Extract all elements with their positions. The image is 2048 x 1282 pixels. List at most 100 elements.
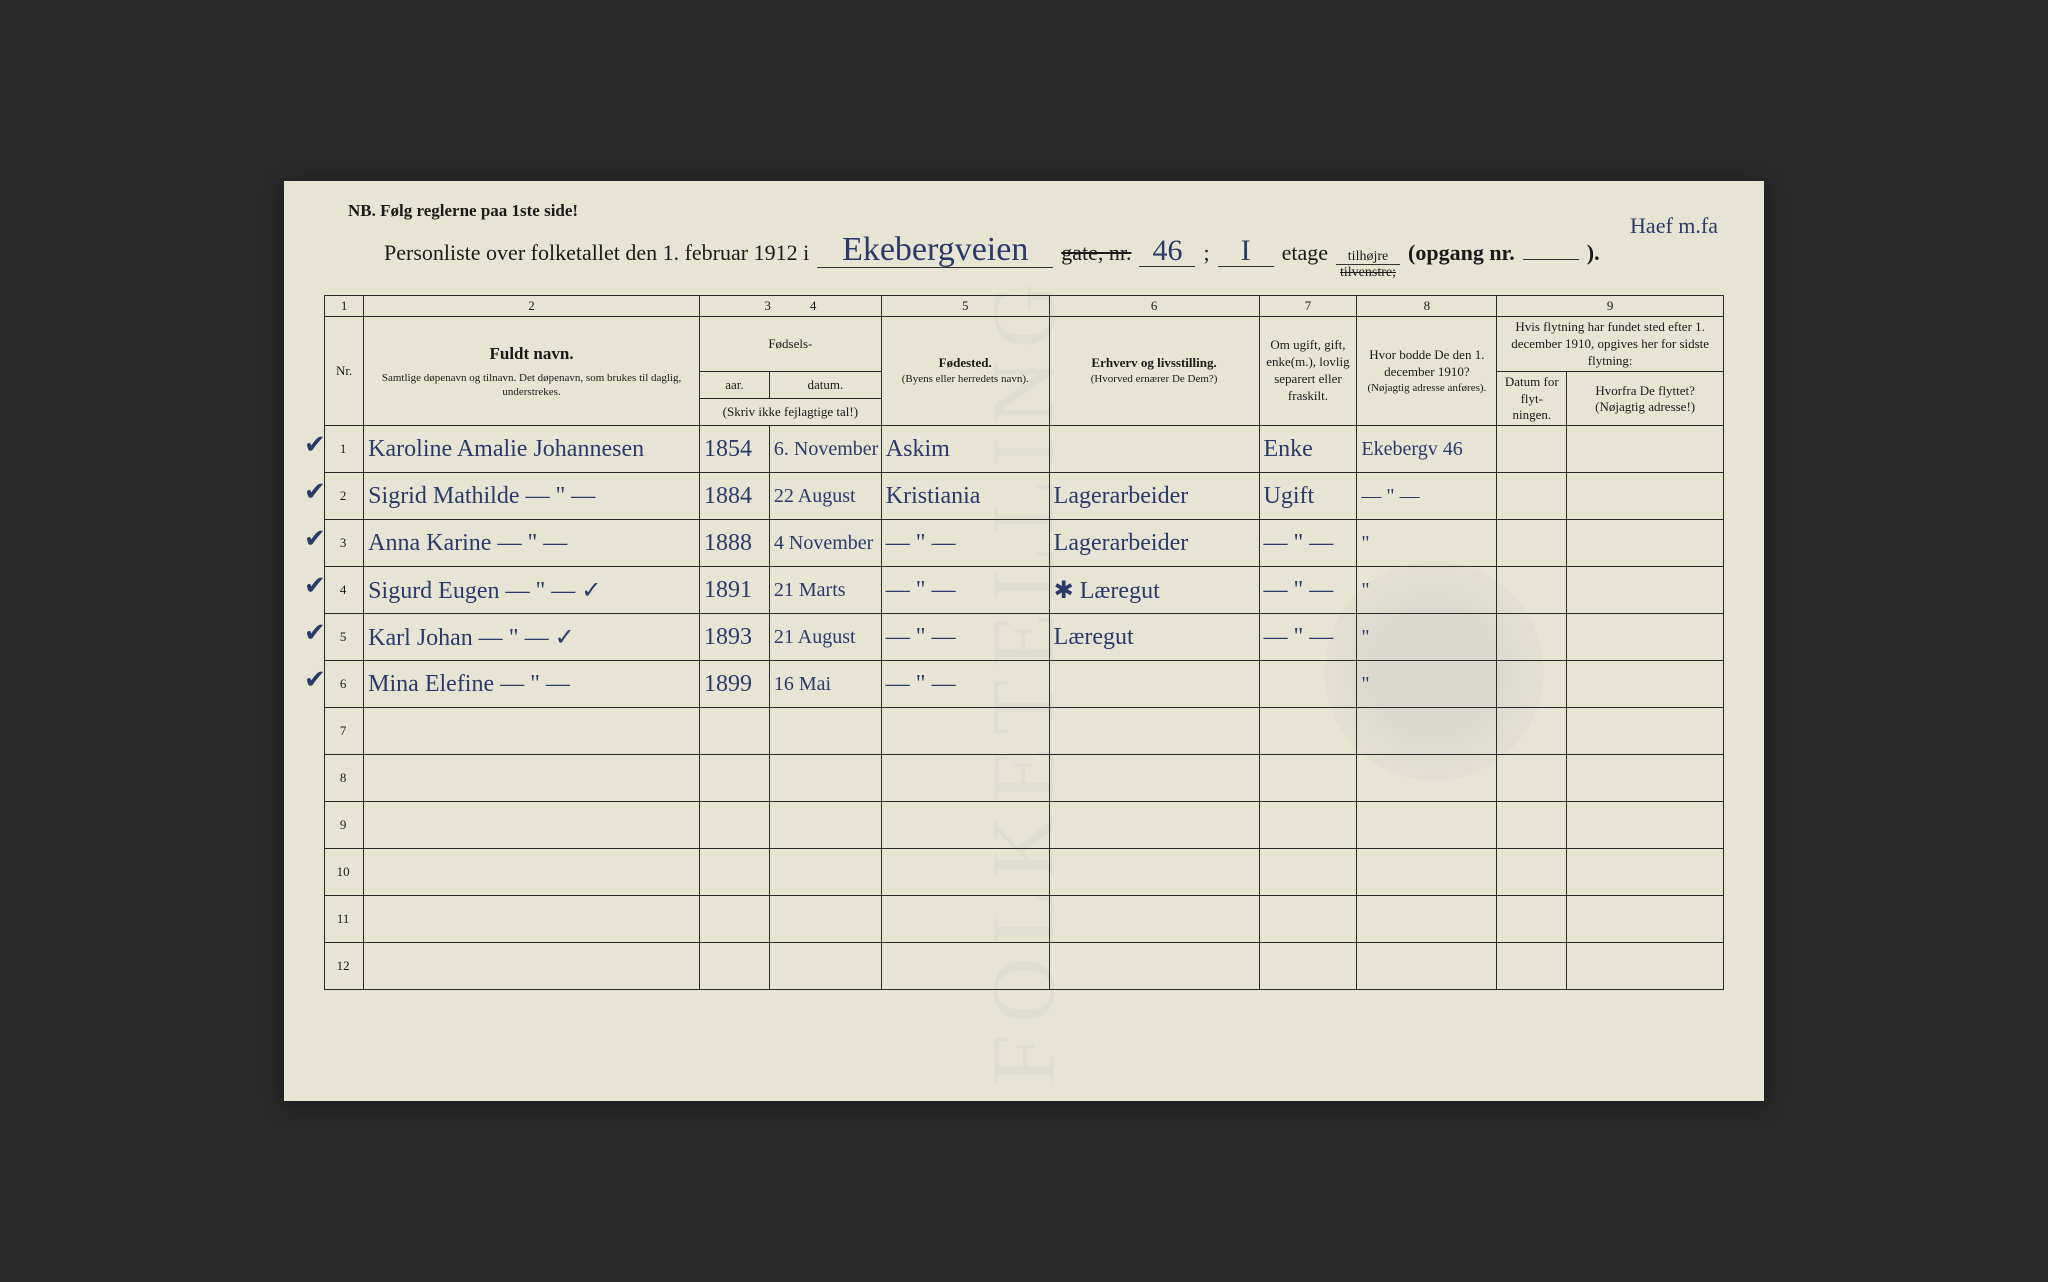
row-flyt-fra (1567, 661, 1724, 708)
row-status: — " — (1259, 614, 1357, 661)
row-flyt-dat (1497, 802, 1567, 849)
table-row: 6 Mina Elefine — " — 1899 16 Mai — " — " (325, 661, 1724, 708)
row-aar (699, 896, 769, 943)
col-skriv-ikke: (Skriv ikke fejlagtige tal!) (699, 399, 881, 426)
row-flyt-dat (1497, 896, 1567, 943)
row-status (1259, 896, 1357, 943)
form-title-line: Personliste over folketallet den 1. febr… (384, 233, 1724, 281)
row-aar: 1888 (699, 520, 769, 567)
row-nr: 10 (325, 849, 364, 896)
row-fodested (881, 755, 1049, 802)
row-aar: 1891 (699, 567, 769, 614)
row-aar: 1893 (699, 614, 769, 661)
col-flytning: Hvis flytning har fundet sted efter 1. d… (1497, 316, 1724, 372)
row-status (1259, 661, 1357, 708)
column-number-row: 1 2 3 4 5 6 7 8 9 (325, 295, 1724, 316)
row-status: Ugift (1259, 473, 1357, 520)
tilhojre: tilhøjre (1336, 249, 1400, 265)
etage-value: I (1218, 236, 1274, 267)
row-fodested: Askim (881, 426, 1049, 473)
row-name: Sigrid Mathilde — " — (364, 473, 700, 520)
row-bodde: " (1357, 520, 1497, 567)
row-bodde (1357, 802, 1497, 849)
table-row: 4 Sigurd Eugen — " — ✓ 1891 21 Marts — "… (325, 567, 1724, 614)
table-header: 1 2 3 4 5 6 7 8 9 Nr. Fuldt navn. Samtli… (325, 295, 1724, 425)
col-fuldt-navn: Fuldt navn. Samtlige døpenavn og tilnavn… (364, 316, 700, 425)
table-body: 1 Karoline Amalie Johannesen 1854 6. Nov… (325, 426, 1724, 990)
row-erhverv (1049, 849, 1259, 896)
row-aar (699, 755, 769, 802)
row-datum: 21 August (769, 614, 881, 661)
row-fodested: — " — (881, 614, 1049, 661)
row-name (364, 802, 700, 849)
table-row: 10 (325, 849, 1724, 896)
row-flyt-dat (1497, 567, 1567, 614)
row-checkmark: ✔ (304, 430, 326, 460)
colnum-1: 1 (325, 295, 364, 316)
row-fodested: — " — (881, 567, 1049, 614)
row-datum (769, 896, 881, 943)
row-erhverv (1049, 708, 1259, 755)
row-datum: 21 Marts (769, 567, 881, 614)
row-flyt-fra (1567, 849, 1724, 896)
row-status: Enke (1259, 426, 1357, 473)
table-row: 1 Karoline Amalie Johannesen 1854 6. Nov… (325, 426, 1724, 473)
row-bodde (1357, 708, 1497, 755)
tilhojre-tilvenstre: tilhøjre tilvenstre; (1336, 249, 1400, 281)
table-row: 11 (325, 896, 1724, 943)
row-status (1259, 708, 1357, 755)
row-name: Karl Johan — " — ✓ (364, 614, 700, 661)
row-checkmark: ✔ (304, 618, 326, 648)
row-name (364, 708, 700, 755)
row-erhverv: ✱ Læregut (1049, 567, 1259, 614)
row-name: Sigurd Eugen — " — ✓ (364, 567, 700, 614)
row-name (364, 755, 700, 802)
col-bodde: Hvor bodde De den 1. december 1910? (Nøj… (1357, 316, 1497, 425)
row-bodde: Ekebergv 46 (1357, 426, 1497, 473)
tilvenstre: tilvenstre; (1336, 265, 1400, 280)
col-status: Om ugift, gift, enke(m.), lovlig separer… (1259, 316, 1357, 425)
row-flyt-dat (1497, 614, 1567, 661)
row-aar (699, 943, 769, 990)
row-checkmark: ✔ (304, 477, 326, 507)
row-bodde: " (1357, 614, 1497, 661)
row-fodested: — " — (881, 661, 1049, 708)
closing-paren: ). (1587, 240, 1600, 266)
row-nr: 12 (325, 943, 364, 990)
row-flyt-dat (1497, 426, 1567, 473)
etage-label: etage (1282, 240, 1328, 266)
row-status (1259, 849, 1357, 896)
row-erhverv: Lagerarbeider (1049, 473, 1259, 520)
title-prefix: Personliste over folketallet den 1. febr… (384, 240, 809, 266)
semicolon: ; (1203, 240, 1209, 266)
row-status (1259, 802, 1357, 849)
row-erhverv (1049, 943, 1259, 990)
row-bodde: — " — (1357, 473, 1497, 520)
row-name: Mina Elefine — " — (364, 661, 700, 708)
row-datum (769, 943, 881, 990)
row-flyt-dat (1497, 708, 1567, 755)
row-flyt-fra (1567, 426, 1724, 473)
row-erhverv (1049, 802, 1259, 849)
header-row-1: Nr. Fuldt navn. Samtlige døpenavn og til… (325, 316, 1724, 372)
row-fodested (881, 943, 1049, 990)
row-datum: 4 November (769, 520, 881, 567)
colnum-34: 3 4 (699, 295, 881, 316)
row-nr: 5 (325, 614, 364, 661)
table-row: 7 (325, 708, 1724, 755)
row-flyt-dat (1497, 849, 1567, 896)
row-datum (769, 849, 881, 896)
colnum-6: 6 (1049, 295, 1259, 316)
col-fodsels: Fødsels- (699, 316, 881, 372)
row-aar (699, 708, 769, 755)
table-row: 3 Anna Karine — " — 1888 4 November — " … (325, 520, 1724, 567)
row-aar: 1899 (699, 661, 769, 708)
row-datum (769, 802, 881, 849)
row-bodde (1357, 896, 1497, 943)
nb-instruction: NB. Følg reglerne paa 1ste side! (348, 201, 1724, 221)
row-nr: 9 (325, 802, 364, 849)
row-name (364, 849, 700, 896)
col-erhverv: Erhverv og livsstilling. (Hvorved ernære… (1049, 316, 1259, 425)
table-row: 12 (325, 943, 1724, 990)
table-row: 5 Karl Johan — " — ✓ 1893 21 August — " … (325, 614, 1724, 661)
